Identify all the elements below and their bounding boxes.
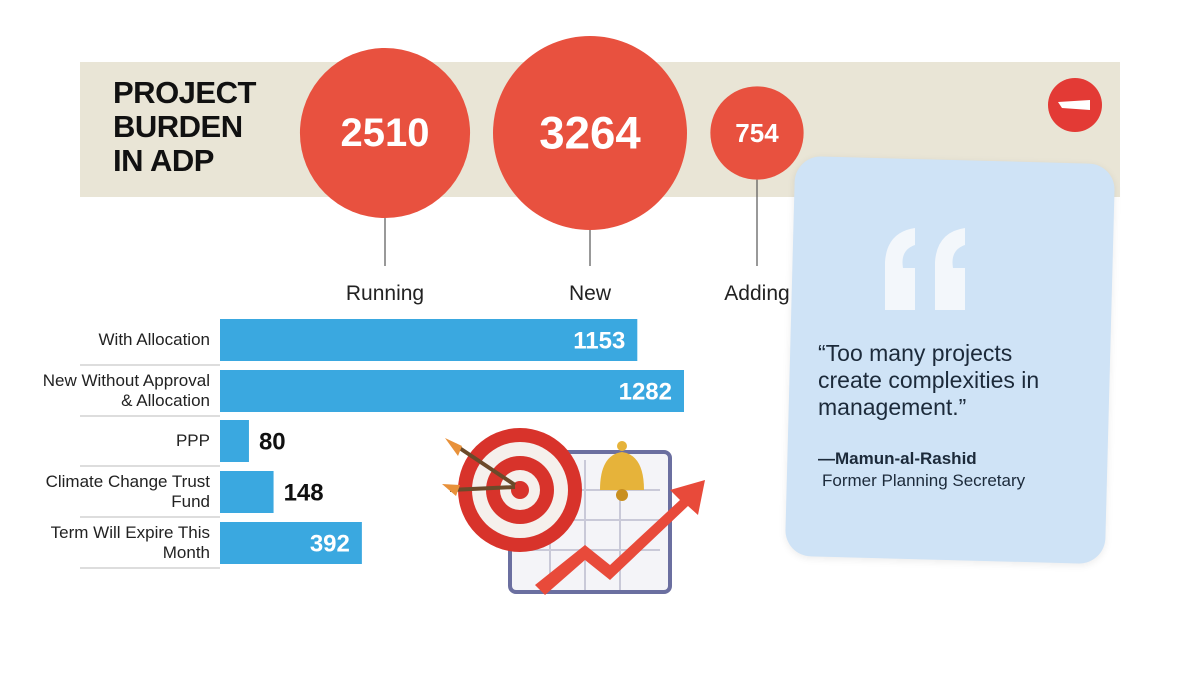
quote-author: —Mamun-al-Rashid bbox=[818, 449, 977, 468]
quote-text: “Too many projects create complexities i… bbox=[818, 340, 1040, 420]
category-label: PPP bbox=[175, 431, 210, 450]
bubble-label: 3264 bbox=[539, 108, 641, 159]
category-label: New Without Approval & Allocation bbox=[42, 371, 210, 410]
bar bbox=[220, 319, 638, 361]
category-label: With Allocation bbox=[98, 330, 211, 349]
value-label: 148 bbox=[284, 480, 324, 507]
bubble-label: 754 bbox=[735, 118, 779, 148]
category-label: Climate Change Trust Fund bbox=[45, 472, 210, 511]
value-label: 80 bbox=[259, 429, 286, 456]
quote-role: Former Planning Secretary bbox=[822, 471, 1026, 490]
category-label: New bbox=[568, 282, 611, 305]
category-label: Term Will Expire This Month bbox=[50, 523, 210, 562]
category-label: Running bbox=[345, 282, 425, 305]
value-label: 1153 bbox=[573, 328, 625, 355]
value-label: 392 bbox=[310, 531, 350, 558]
bar bbox=[220, 370, 684, 412]
chart-title: PROJECT BURDEN IN ADP bbox=[113, 75, 256, 178]
logo-mark bbox=[1058, 100, 1090, 110]
bubble-label: 2510 bbox=[341, 111, 430, 155]
bubble bbox=[710, 86, 804, 180]
value-label: 1282 bbox=[619, 379, 672, 406]
bubble bbox=[493, 36, 687, 230]
category-label: Adding bbox=[724, 282, 790, 305]
bar bbox=[220, 420, 249, 462]
bar bbox=[220, 471, 274, 513]
bubble bbox=[299, 47, 471, 219]
target-illustration bbox=[442, 428, 705, 595]
bar bbox=[220, 522, 362, 564]
